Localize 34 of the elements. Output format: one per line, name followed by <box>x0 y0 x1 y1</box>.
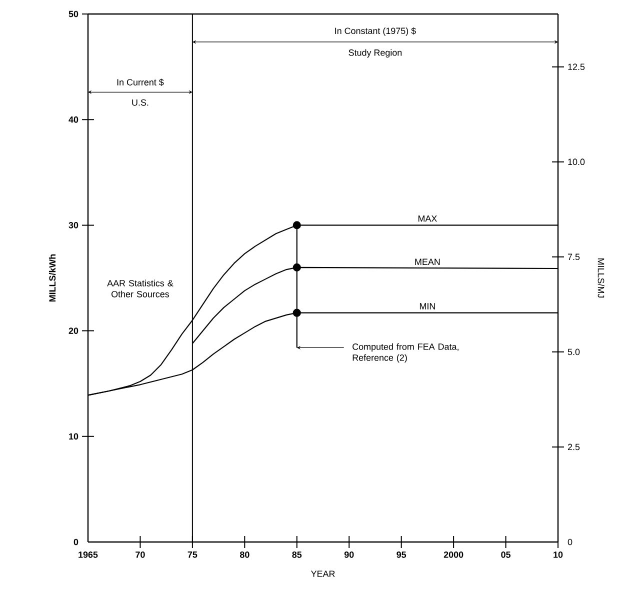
x-tick-label: 95 <box>396 552 406 558</box>
y-tick-label: 50 <box>68 10 78 18</box>
y2-tick-label: 0 <box>568 538 572 546</box>
x-axis-title: YEAR <box>311 570 335 577</box>
annotation: Computed from FEA Data, Reference (2) <box>352 343 458 363</box>
y-tick-label: 10 <box>69 433 78 440</box>
y2-tick-label: 7.5 <box>568 254 580 260</box>
x-tick-label: 05 <box>501 552 511 558</box>
series-label: MIN <box>420 303 435 310</box>
y2-tick-label: 12.5 <box>568 64 585 70</box>
x-tick-label: 2000 <box>444 552 464 558</box>
series-label: MEAN <box>415 258 440 265</box>
x-tick-label: 70 <box>136 552 145 558</box>
y2-tick-label: 2.5 <box>568 444 580 450</box>
y-tick-label: 40 <box>68 116 78 123</box>
series-label: MAX <box>418 216 437 222</box>
annotation: Study Region <box>348 49 402 58</box>
annotation: U.S. <box>132 99 148 106</box>
annotation: In Constant (1975) $ <box>335 27 416 36</box>
annotation: AAR Statistics & Other Sources <box>107 280 174 298</box>
y2-tick-label: 5.0 <box>568 348 580 356</box>
y-tick-label: 0 <box>74 538 78 546</box>
annotation: In Current $ <box>117 78 164 86</box>
y2-tick-label: 10.0 <box>568 158 585 166</box>
y2-axis-title: MILLS/MJ <box>598 258 604 298</box>
x-tick-label: 10 <box>554 552 563 558</box>
y-axis-title: MILLS/kWh <box>48 254 56 302</box>
x-tick-label: 1965 <box>78 552 98 558</box>
x-tick-label: 85 <box>292 552 302 558</box>
y-tick-label: 20 <box>68 328 78 334</box>
y-tick-label: 30 <box>68 222 78 228</box>
x-tick-label: 80 <box>240 552 250 558</box>
x-tick-label: 90 <box>344 552 354 558</box>
x-tick-label: 75 <box>188 552 198 558</box>
